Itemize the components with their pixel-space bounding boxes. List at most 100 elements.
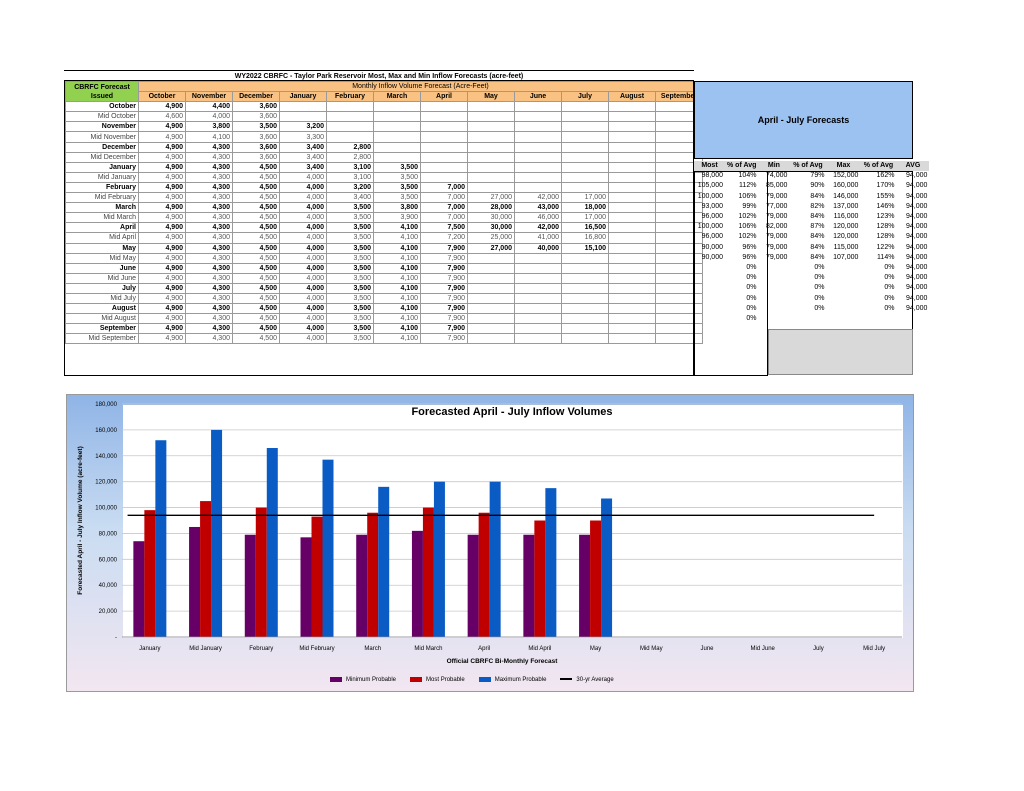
table-cell: 4,000: [279, 313, 327, 325]
table-cell: [467, 303, 515, 315]
table-cell: 3,500: [373, 192, 421, 204]
table-cell: [608, 141, 656, 153]
month-header: July: [561, 91, 609, 103]
aj-cell: 0%: [746, 314, 757, 322]
table-cell: 4,500: [232, 171, 280, 183]
table-cell: 4,500: [232, 202, 280, 214]
row-label: October: [65, 101, 139, 113]
aj-cell: 79,000: [766, 233, 788, 241]
aj-empty-block: [768, 329, 913, 375]
row-label: July: [65, 282, 139, 294]
table-cell: 27,000: [467, 192, 515, 204]
row-label: Mid February: [65, 192, 139, 204]
row-label: April: [65, 222, 139, 234]
table-cell: 4,100: [373, 232, 421, 244]
table-cell: 4,900: [138, 212, 186, 224]
aj-cell: 0%: [814, 294, 825, 302]
corner-label: CBRFC Forecast Issued: [65, 80, 139, 103]
chart-area: [66, 394, 914, 692]
aj-row: 100,000 106% 79,000 84% 146,000 155% 94,000: [694, 192, 929, 202]
table-cell: 7,500: [420, 222, 468, 234]
aj-cell: 122%: [876, 243, 895, 251]
table-row: April 4,900 4,300 4,500 4,000 3,500 4,100 7,500…: [65, 222, 703, 234]
table-cell: 3,500: [326, 262, 374, 274]
table-cell: [467, 171, 515, 183]
table-cell: 4,300: [185, 262, 233, 274]
aj-cell: 0%: [746, 274, 757, 282]
aj-cell: 79%: [810, 172, 825, 180]
table-cell: 4,900: [138, 171, 186, 183]
aj-row: 0% 0% 0% 94,000: [694, 293, 929, 303]
table-cell: [608, 212, 656, 224]
aj-cell: 90,000: [701, 253, 723, 261]
aj-row: 0% 0% 0% 94,000: [694, 283, 929, 293]
aj-minmax-frame: [767, 171, 913, 330]
table-cell: 4,900: [138, 303, 186, 315]
aj-header: AVG: [896, 161, 930, 172]
table-cell: 3,500: [326, 252, 374, 264]
table-cell: [608, 131, 656, 143]
table-cell: 4,500: [232, 212, 280, 224]
table-cell: 3,500: [373, 181, 421, 194]
table-cell: 4,300: [185, 282, 233, 294]
table-cell: [279, 101, 327, 113]
table-cell: [420, 131, 468, 143]
aj-cell: 79,000: [766, 253, 788, 261]
table-cell: 3,600: [232, 101, 280, 113]
aj-cell: 106%: [738, 192, 757, 200]
table-cell: [514, 131, 562, 143]
table-cell: 4,900: [138, 101, 186, 113]
sheet-title: WY2022 CBRFC - Taylor Park Reservoir Mos…: [64, 70, 694, 82]
row-label: Mid April: [65, 232, 139, 244]
aj-cell: 84%: [810, 253, 825, 261]
table-cell: 3,500: [326, 272, 374, 284]
table-cell: 4,000: [279, 272, 327, 284]
table-cell: 42,000: [514, 192, 562, 204]
table-cell: [561, 141, 609, 153]
row-label: February: [65, 181, 139, 194]
chart-title: Forecasted April - July Inflow Volumes: [411, 406, 613, 418]
table-cell: 4,000: [279, 222, 327, 234]
group-header: Monthly Inflow Volume Forecast (Acre-Fee…: [138, 80, 703, 93]
table-cell: 3,100: [326, 171, 374, 183]
table-cell: [467, 333, 515, 345]
aj-row: 96,000 102% 79,000 84% 116,000 123% 94,000: [694, 212, 929, 222]
table-cell: [608, 272, 656, 284]
table-cell: [608, 161, 656, 173]
aj-cell: 94,000: [906, 294, 928, 302]
aj-cell: 94,000: [906, 253, 928, 261]
table-cell: [608, 292, 656, 305]
table-cell: 4,900: [138, 282, 186, 294]
aj-cell: 96%: [742, 243, 757, 251]
month-header: March: [373, 91, 421, 103]
table-cell: [608, 313, 656, 325]
aj-cell: 96,000: [701, 233, 723, 241]
table-row: Mid January 4,900 4,300 4,500 4,000 3,100 3,50…: [65, 171, 703, 183]
table-cell: 42,000: [514, 222, 562, 234]
table-cell: 4,000: [279, 242, 327, 254]
table-cell: 7,900: [420, 272, 468, 284]
table-cell: 4,100: [373, 292, 421, 305]
aj-row: 90,000 96% 79,000 84% 107,000 114% 94,000: [694, 253, 929, 263]
aj-row: 0% 0% 0% 94,000: [694, 304, 929, 314]
table-cell: 3,500: [373, 171, 421, 183]
table-cell: 4,500: [232, 232, 280, 244]
table-cell: 4,500: [232, 192, 280, 204]
chart-legend: Minimum Probable Most Probable Maximum P…: [330, 677, 614, 683]
row-label: September: [65, 323, 139, 335]
table-cell: [514, 323, 562, 335]
row-label: Mid May: [65, 252, 139, 264]
row-label: Mid December: [65, 151, 139, 163]
table-cell: 3,600: [232, 111, 280, 123]
aj-cell: 94,000: [906, 243, 928, 251]
aj-cell: 82%: [810, 202, 825, 210]
table-cell: 3,200: [326, 181, 374, 194]
table-cell: [561, 151, 609, 163]
table-row: Mid August 4,900 4,300 4,500 4,000 3,500 4,100…: [65, 313, 703, 325]
table-cell: [514, 161, 562, 173]
row-label: May: [65, 242, 139, 254]
aj-cell: 79,000: [766, 243, 788, 251]
table-cell: [561, 282, 609, 294]
table-cell: [608, 222, 656, 234]
table-cell: [608, 242, 656, 254]
